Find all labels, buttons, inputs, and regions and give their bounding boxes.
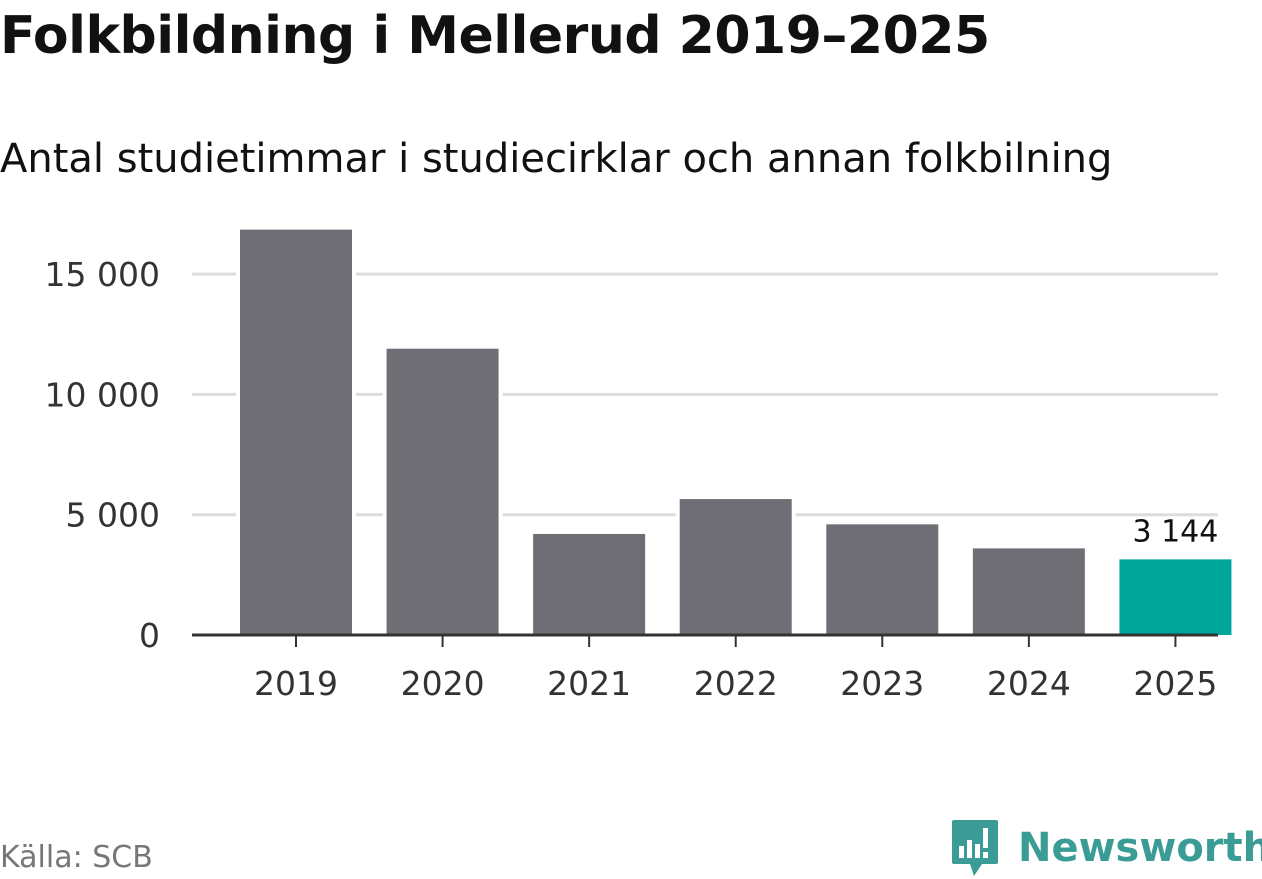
y-tick-label: 5 000	[66, 496, 160, 535]
newsworthy-logo-icon	[952, 820, 998, 876]
bar	[1119, 559, 1232, 635]
y-tick-label: 10 000	[45, 375, 160, 414]
x-tick-label: 2020	[401, 664, 485, 703]
data-label: 3 144	[1132, 514, 1218, 549]
chart-subtitle: Antal studietimmar i studiecirklar och a…	[0, 136, 1113, 182]
x-tick-label: 2025	[1133, 664, 1217, 703]
bar	[679, 499, 792, 635]
y-tick-label: 0	[139, 616, 160, 655]
bar	[826, 524, 939, 635]
bar	[533, 533, 646, 635]
bars	[236, 229, 1236, 635]
bar-chart: 0 5 000 10 000 15 000 2019 2020 2021 2022 2023 20…	[44, 229, 1236, 703]
x-tick-label: 2021	[547, 664, 631, 703]
bar	[386, 348, 499, 635]
bar	[240, 229, 352, 635]
source-note: Källa: SCB	[0, 840, 153, 875]
bar	[972, 548, 1085, 635]
x-tick-label: 2024	[987, 664, 1071, 703]
labels: 0 5 000 10 000 15 000 2019 2020 2021 2022 2023 20…	[45, 255, 1219, 703]
newsworthy-logo: Newsworthy	[950, 818, 1262, 878]
x-tick-label: 2019	[254, 664, 338, 703]
brand-name: Newsworthy	[1018, 825, 1262, 871]
chart-title: Folkbildning i Mellerud 2019–2025	[0, 6, 990, 66]
y-tick-label: 15 000	[45, 255, 160, 294]
x-tick-label: 2023	[840, 664, 924, 703]
x-axis	[192, 633, 1218, 647]
x-tick-label: 2022	[694, 664, 778, 703]
